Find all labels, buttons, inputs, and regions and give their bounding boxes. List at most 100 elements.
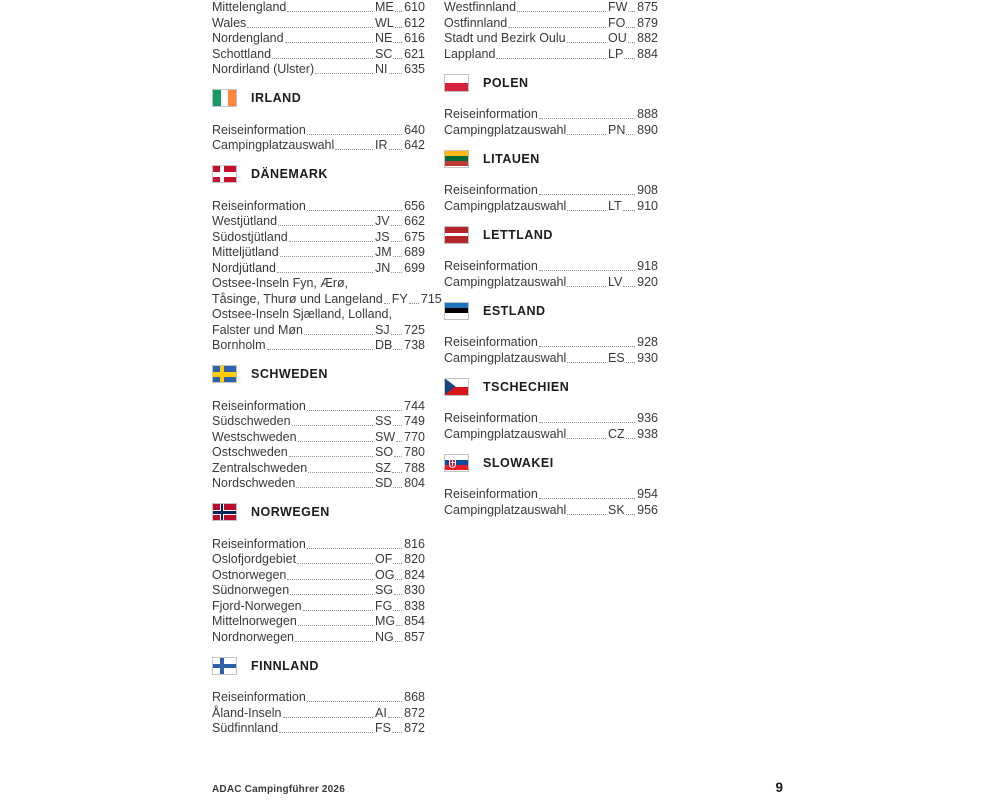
dotted-leader (288, 240, 373, 242)
toc-entry-label: Reiseinformation (212, 690, 306, 704)
toc-entry-tail: AI 872 (375, 706, 425, 722)
toc-entry: Campingplatzauswahl IR 642 (212, 138, 425, 154)
dotted-leader (567, 285, 606, 287)
toc-entry-label: Åland-Inseln (212, 705, 282, 720)
dotted-leader (394, 26, 403, 28)
dotted-leader (297, 563, 373, 564)
region-code: ES (608, 350, 625, 365)
toc-entry-tail: ME 610 (375, 0, 425, 16)
page-number: 744 (404, 398, 425, 413)
country-heading-label: TSCHECHIEN (483, 379, 570, 394)
dotted-leader (623, 285, 636, 287)
toc-entry-tail: SJ 725 (375, 323, 425, 339)
toc-entry-label: Südschweden (212, 414, 291, 428)
page-number: 662 (404, 214, 425, 228)
dotted-leader (315, 73, 373, 74)
toc-entry-label: Wales (212, 15, 247, 30)
toc-entry-tail: NE 616 (375, 31, 425, 47)
toc-entry-tail: SD 804 (375, 476, 425, 492)
toc-entry: Nordschweden SD 804 (212, 476, 425, 492)
toc-section: DÄNEMARK Reiseinformation 656 Westjütland JV… (212, 165, 442, 354)
toc-column-left: Mittelengland ME 610 Wales WL 612 Nordengland N… (212, 0, 442, 737)
toc-section: SCHWEDEN Reiseinformation 744 Südschweden SS… (212, 365, 425, 492)
region-code: LT (608, 198, 622, 213)
ireland-flag-icon (212, 89, 237, 107)
dotted-leader (284, 42, 373, 43)
toc-entry-tail: PN 890 (608, 123, 658, 139)
toc-section: Mittelengland ME 610 Wales WL 612 Nordengland N… (212, 0, 425, 78)
dotted-leader (627, 42, 636, 43)
toc-entry: Zentralschweden SZ 788 (212, 461, 425, 477)
region-code: NE (375, 31, 393, 45)
toc-entry-tail: OG 824 (375, 568, 425, 584)
dotted-leader (538, 118, 636, 119)
toc-entry-label: Campingplatzauswahl (444, 198, 567, 213)
toc-entry: Südschweden SS 749 (212, 414, 425, 430)
toc-entry: Campingplatzauswahl SK 956 (444, 503, 658, 519)
toc-entry-tail: DB 738 (375, 338, 425, 354)
dotted-leader (626, 133, 636, 135)
toc-entry: Ostfinnland FO 879 (444, 16, 658, 32)
country-heading-label: FINNLAND (251, 658, 319, 673)
toc-entry: Südostjütland JS 675 (212, 230, 425, 246)
poland-flag-icon (444, 73, 469, 92)
toc-entry-label: Stadt und Bezirk Oulu (444, 31, 566, 45)
footer-page-number: 9 (775, 780, 783, 795)
toc-entry-tail: JS 675 (375, 230, 425, 246)
page-number: 621 (404, 46, 425, 61)
region-code: SS (375, 414, 392, 428)
toc-entry-label: Nordjütland (212, 260, 276, 275)
toc-entry-label: Fjord-Norwegen (212, 598, 302, 613)
country-heading-label: POLEN (483, 75, 529, 90)
page-number: 635 (404, 62, 425, 76)
dotted-leader (288, 456, 373, 457)
dotted-leader (628, 11, 636, 12)
region-code: SD (375, 476, 393, 490)
region-code: JM (375, 245, 392, 259)
page-number: 824 (404, 567, 425, 582)
toc-entry: Tåsinge, Thurø und Langeland FY 715 (212, 292, 442, 308)
dotted-leader (279, 256, 373, 257)
finland-flag-icon (212, 656, 237, 675)
toc-entry: Reiseinformation 928 (444, 335, 658, 351)
toc-section: LITAUEN Reiseinformation 908 Campingplatzau… (444, 149, 658, 214)
toc-entry: Stadt und Bezirk Oulu OU 882 (444, 31, 658, 47)
dotted-leader (394, 456, 403, 457)
country-heading: IRLAND (212, 89, 425, 108)
dotted-leader (247, 26, 373, 28)
toc-entry: Reiseinformation 816 (212, 537, 425, 553)
page-number: 879 (637, 15, 658, 30)
toc-entry-tail: JM 689 (375, 245, 425, 261)
page-number: 610 (404, 0, 425, 14)
region-code: LP (608, 46, 624, 61)
region-code: JN (375, 260, 391, 275)
country-heading-label: SCHWEDEN (251, 367, 328, 381)
page-number: 875 (637, 0, 658, 14)
toc-entry-label: Lappland (444, 46, 496, 61)
toc-entry: Nordjütland JN 699 (212, 261, 425, 277)
country-heading-label: SLOWAKEI (483, 455, 554, 470)
page-number: 936 (637, 411, 658, 425)
page-number: 838 (404, 598, 425, 613)
toc-entry-label: Mittelengland (212, 0, 287, 14)
country-heading: DÄNEMARK (212, 165, 425, 184)
page-number: 675 (404, 229, 425, 244)
toc-entry: Reiseinformation 868 (212, 690, 425, 706)
toc-entry-label: Reiseinformation (444, 487, 538, 501)
toc-entry-tail: NI 635 (375, 62, 425, 78)
dotted-leader (538, 194, 636, 195)
page-number: 725 (404, 322, 425, 337)
toc-entry: Ostsee-Inseln Sjælland, Lolland, (212, 307, 425, 323)
region-code: WL (375, 15, 394, 30)
region-code: SC (375, 46, 393, 61)
toc-entry: Campingplatzauswahl ES 930 (444, 351, 658, 367)
page-number: 854 (404, 614, 425, 628)
region-code: OU (608, 31, 627, 45)
region-code: CZ (608, 426, 625, 441)
toc-entry-tail: SO 780 (375, 445, 425, 461)
toc-entry-tail: IR 642 (375, 138, 425, 154)
region-code: IR (375, 138, 388, 152)
page-number: 816 (404, 536, 425, 551)
toc-entry-label: Ostschweden (212, 445, 288, 459)
toc-entry: Bornholm DB 738 (212, 338, 425, 354)
